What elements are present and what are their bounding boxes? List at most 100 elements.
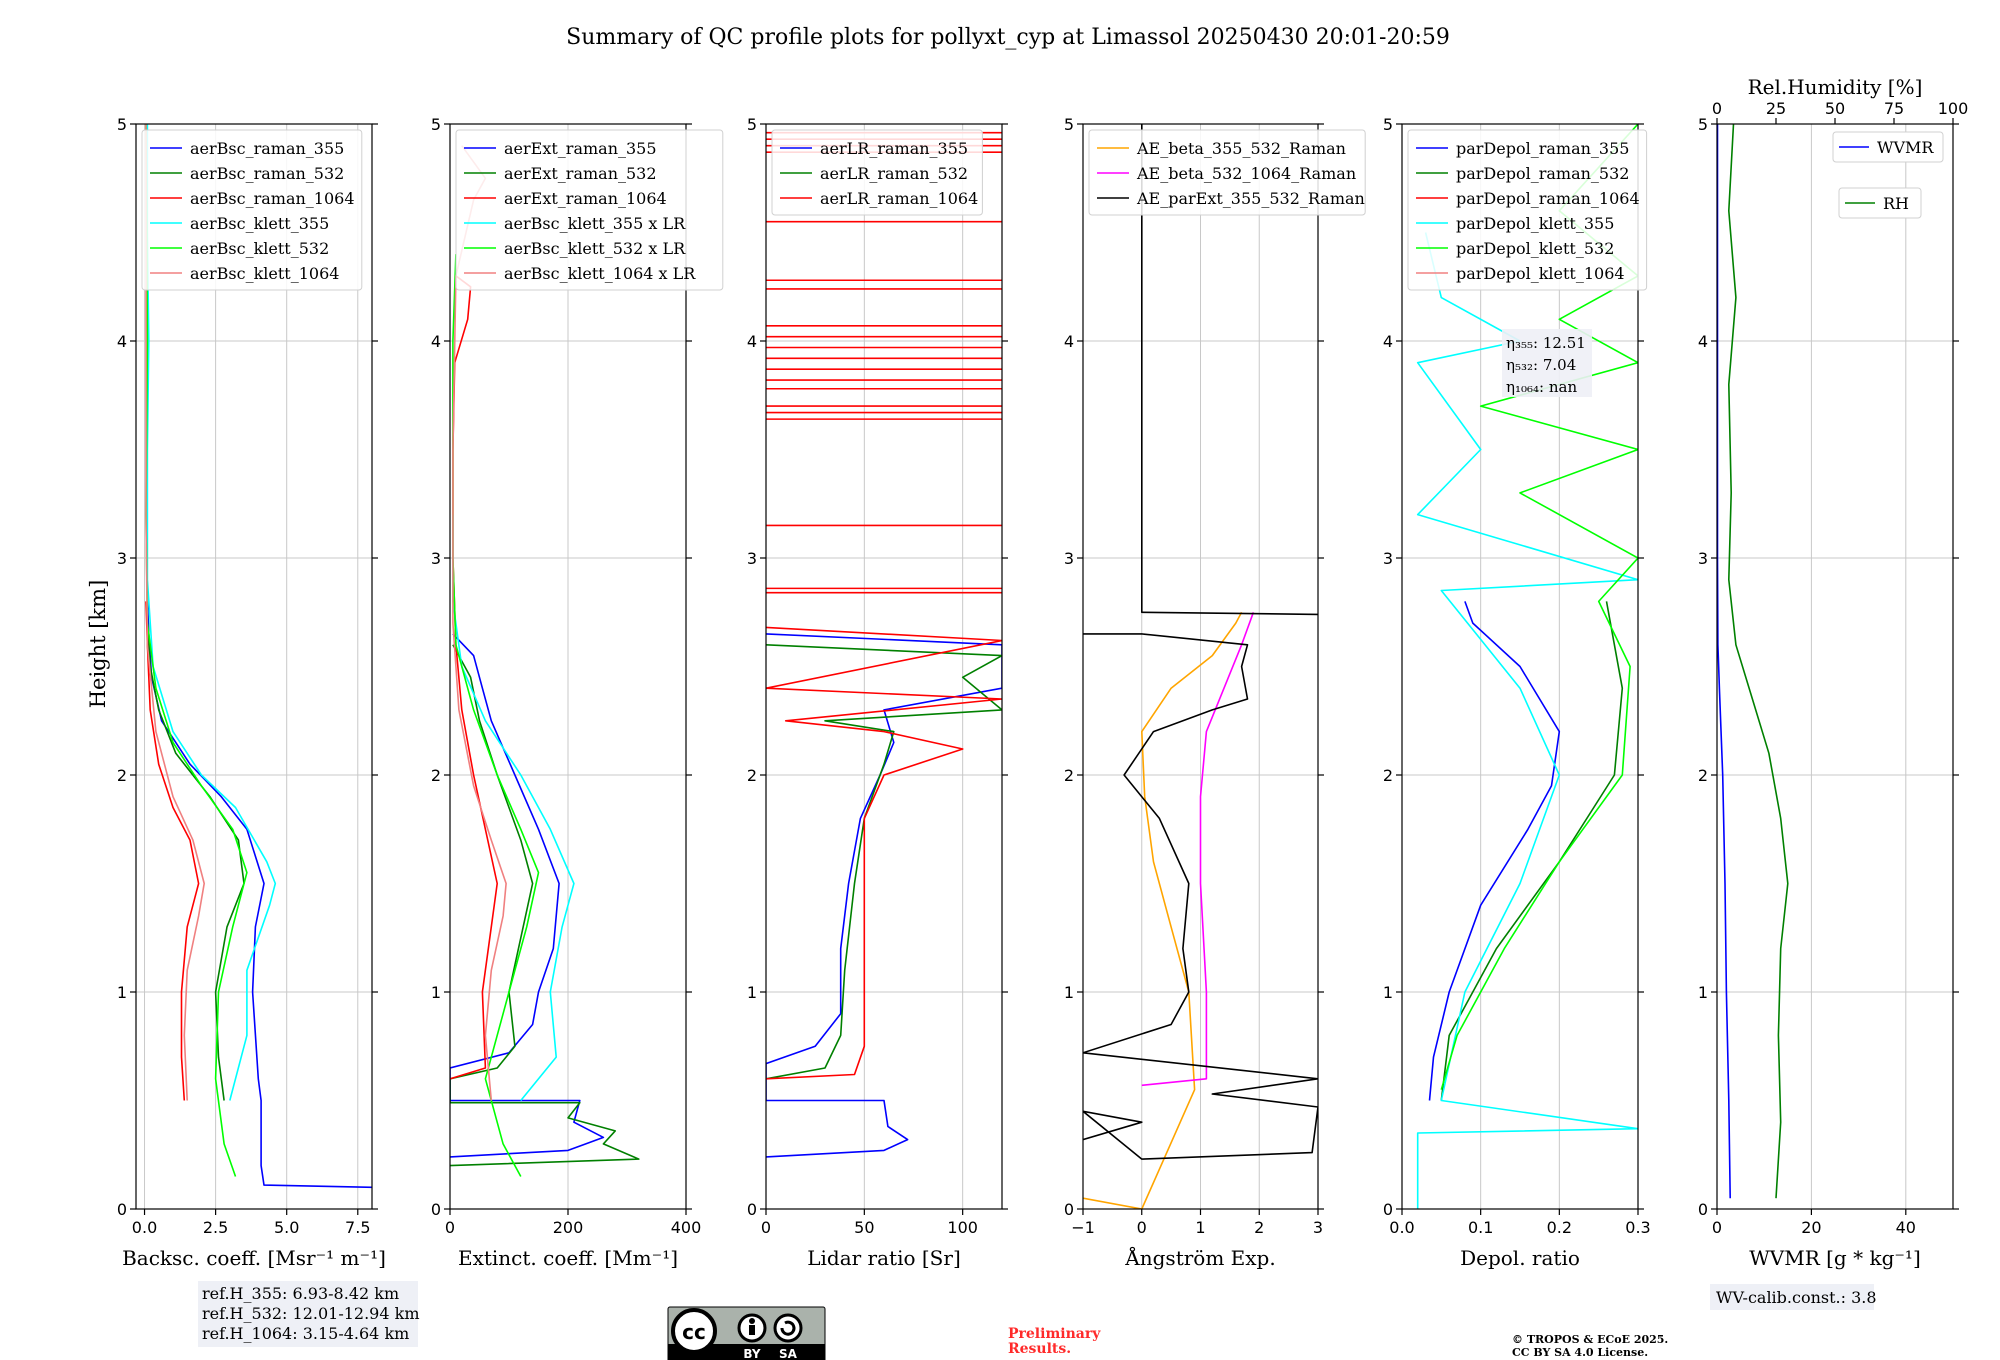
series-pardepol-klett-355	[1416, 232, 1638, 1209]
legend-label: AE_parExt_355_532_Raman	[1136, 189, 1365, 208]
x-axis-label: Lidar ratio [Sr]	[807, 1246, 961, 1270]
preliminary-line-2: Results.	[1008, 1341, 1071, 1357]
series-aerlr-raman-355	[766, 633, 1002, 1158]
legend-label: parDepol_klett_1064	[1456, 264, 1625, 283]
legend-label: aerExt_raman_1064	[504, 189, 667, 208]
x-tick-label: 40	[1896, 1218, 1916, 1237]
x-tick-label: 2.5	[203, 1218, 228, 1237]
y-tick-label: 4	[747, 332, 757, 351]
x-axis-label: Extinct. coeff. [Mm⁻¹]	[458, 1246, 678, 1270]
series-rh	[1728, 124, 1789, 1199]
series-aerext-raman-355	[450, 633, 605, 1158]
y-tick-label: 0	[747, 1200, 757, 1219]
x-tick-label: 50	[854, 1218, 874, 1237]
y-tick-label: 2	[747, 766, 757, 785]
legend-label: aerExt_raman_355	[504, 139, 657, 158]
x-tick-label: 3	[1313, 1218, 1323, 1237]
x-axis-label: WVMR [g * kg⁻¹]	[1749, 1246, 1921, 1270]
legend-label: aerBsc_raman_355	[190, 139, 344, 158]
legend-box	[1088, 129, 1366, 216]
y-tick-label: 5	[1064, 115, 1074, 134]
series-aerbsc-klett-355-x-lr	[452, 514, 575, 1102]
legend-label: aerBsc_klett_532	[190, 239, 329, 258]
panel-extinction: 0 1 2 3 4 5 0 200 400 Extinct. coeff. [Mm⁻¹] aerEx…	[431, 115, 724, 1270]
series-pardepol-klett-532	[1440, 124, 1638, 1090]
legend-label: aerBsc_klett_1064	[190, 264, 339, 283]
badge-sa: SA	[779, 1347, 798, 1360]
y-tick-label: 1	[1698, 983, 1708, 1002]
x-tick-label: 400	[671, 1218, 702, 1237]
y-tick-label: 3	[1698, 549, 1708, 568]
series-aerlr-raman-532	[766, 644, 1002, 1080]
y-tick-label: 0	[117, 1200, 127, 1219]
x-tick-label: 200	[553, 1218, 584, 1237]
preliminary-line-1: Preliminary	[1008, 1326, 1101, 1342]
y-tick-label: 2	[117, 766, 127, 785]
series-ae-parext-355-532-raman-upper	[1141, 124, 1318, 616]
x-tick-label: 0	[445, 1218, 455, 1237]
series-group	[450, 145, 640, 1177]
legend-label: aerBsc_klett_1064 x LR	[504, 264, 696, 283]
x-tick-label: 20	[1801, 1218, 1821, 1237]
sa-icon	[773, 1313, 803, 1343]
wv-calib-box: WV-calib.const.: 3.8	[1710, 1284, 1877, 1310]
ref-heights-box: ref.H_355: 6.93-8.42 km ref.H_532: 12.01…	[198, 1281, 420, 1347]
y-tick-label: 5	[747, 115, 757, 134]
y-axis-label: Height [km]	[86, 580, 110, 709]
y-tick-label: 2	[1383, 766, 1393, 785]
legend-label: RH	[1883, 194, 1909, 213]
y-tick-label: 0	[1064, 1200, 1074, 1219]
series-aerlr-raman-1064	[766, 626, 1002, 1080]
legend-box	[455, 129, 724, 291]
x-tick-label: 0.1	[1468, 1218, 1493, 1237]
legend-label: parDepol_raman_532	[1456, 164, 1629, 183]
ref-height-355: ref.H_355: 6.93-8.42 km	[202, 1284, 399, 1303]
legend-label: parDepol_klett_532	[1456, 239, 1614, 258]
y-tick-label: 1	[1064, 983, 1074, 1002]
legend-label: WVMR	[1877, 138, 1934, 157]
series-group	[1717, 124, 1789, 1199]
series-aerbsc-klett-532-x-lr	[452, 254, 540, 1177]
top-x-tick-label: 25	[1766, 99, 1786, 118]
x-tick-label: 0	[1712, 1218, 1722, 1237]
eta-label: η₅₃₂: 7.04	[1506, 356, 1576, 374]
y-tick-label: 5	[117, 115, 127, 134]
eta-label: η₁₀₆₄: nan	[1506, 378, 1577, 396]
x-tick-label: 1	[1195, 1218, 1205, 1237]
y-tick-label: 3	[431, 549, 441, 568]
y-tick-label: 4	[1698, 332, 1708, 351]
y-tick-label: 4	[1383, 332, 1393, 351]
legend-box	[1832, 131, 1944, 163]
y-tick-label: 2	[431, 766, 441, 785]
y-tick-label: 5	[431, 115, 441, 134]
y-tick-label: 5	[1698, 115, 1708, 134]
top-axis-label: Rel.Humidity [%]	[1748, 75, 1923, 99]
legend-box	[141, 129, 363, 291]
y-tick-label: 4	[117, 332, 127, 351]
legend-label: aerBsc_klett_355 x LR	[504, 214, 686, 233]
x-tick-label: 0	[761, 1218, 771, 1237]
eta-box	[1502, 329, 1592, 397]
wv-calib-const: WV-calib.const.: 3.8	[1716, 1288, 1877, 1307]
series-ae-parext-355-532-raman	[1083, 633, 1318, 1160]
eta-label: η₃₅₅: 12.51	[1506, 334, 1586, 352]
y-tick-label: 1	[1383, 983, 1393, 1002]
ref-height-532: ref.H_532: 12.01-12.94 km	[202, 1304, 420, 1323]
legend-label: parDepol_raman_355	[1456, 139, 1629, 158]
axes-frame	[1716, 123, 1954, 1210]
series-aerbsc-raman-532	[146, 623, 245, 1101]
y-tick-label: 5	[1383, 115, 1393, 134]
cc-license-badge[interactable]: cc BY SA	[667, 1306, 826, 1360]
y-tick-label: 3	[747, 549, 757, 568]
legend-label: aerBsc_raman_532	[190, 164, 344, 183]
x-tick-label: 2	[1254, 1218, 1264, 1237]
x-tick-label: 0.3	[1625, 1218, 1650, 1237]
legend-label: aerExt_raman_532	[504, 164, 657, 183]
series-aerext-raman-1064	[450, 275, 498, 1080]
series-aerbsc-klett-1064	[145, 124, 205, 1101]
series-ae-beta-355-532-raman	[1083, 611, 1243, 1209]
y-tick-label: 0	[1698, 1200, 1708, 1219]
x-tick-label: 0.0	[1389, 1218, 1414, 1237]
